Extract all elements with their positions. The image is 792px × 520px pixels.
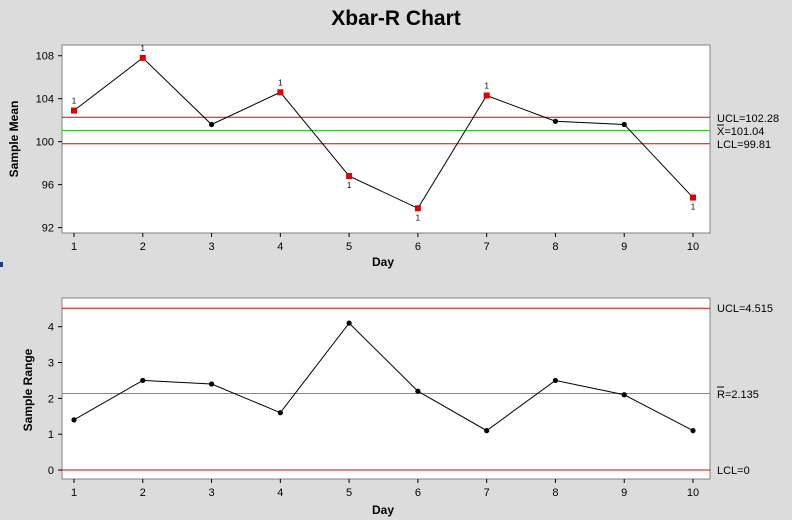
out-of-control-flag: 1 [141, 44, 146, 53]
x-tick-label: 8 [552, 487, 558, 499]
x-tick-label: 4 [277, 487, 283, 499]
data-point [621, 121, 627, 128]
x-tick-label: 1 [71, 241, 77, 253]
x-tick-label: 5 [346, 241, 352, 253]
xbar-center-label: X=101.04 [717, 126, 764, 138]
xbar-lcl-label: LCL=99.81 [717, 139, 771, 151]
data-point [208, 121, 215, 128]
data-point [140, 377, 146, 384]
out-of-control-flag: 1 [278, 78, 283, 87]
x-tick-label: 6 [415, 487, 421, 499]
x-tick-label: 3 [208, 487, 214, 499]
flagged-data-point [414, 205, 421, 212]
out-of-control-flag: 1 [347, 181, 352, 190]
flagged-data-point [139, 54, 146, 61]
y-tick-label: 96 [42, 180, 54, 192]
xbar-plot-area [61, 44, 711, 234]
flagged-data-point [277, 89, 284, 96]
range-plot-area [61, 297, 711, 480]
x-tick-label: 9 [621, 487, 627, 499]
xbar-series-line [73, 57, 694, 209]
xbar-x-axis-label: Day [372, 255, 394, 269]
flagged-data-point [483, 92, 490, 99]
x-tick-label: 6 [415, 241, 421, 253]
data-point [552, 377, 559, 384]
data-point [208, 381, 215, 387]
out-of-control-flag: 1 [416, 213, 421, 222]
x-tick-label: 2 [140, 241, 146, 253]
y-tick-label: 108 [36, 51, 54, 63]
y-tick-label: 92 [42, 223, 54, 235]
range-x-axis-label: Day [372, 503, 394, 517]
data-point [346, 320, 352, 326]
xbar-ucl-label: UCL=102.28 [717, 113, 779, 125]
x-tick-label: 2 [140, 487, 146, 499]
out-of-control-flag: 1 [691, 203, 696, 212]
data-point [552, 118, 559, 124]
flagged-data-point [346, 173, 353, 180]
x-tick-label: 10 [687, 487, 699, 499]
range-lcl-label: LCL=0 [717, 465, 750, 477]
y-tick-label: 1 [48, 429, 54, 441]
y-tick-label: 104 [36, 94, 54, 106]
x-tick-label: 10 [687, 241, 699, 253]
x-tick-label: 1 [71, 487, 77, 499]
range-center-label: R=2.135 [717, 389, 759, 401]
xbar-panel: 1 1 1 1 1 1 1 92 96 100 104 108 1 2 3 4 5 6 7 8 9 10 Day Sa… [7, 44, 779, 269]
x-tick-label: 9 [621, 241, 627, 253]
y-tick-label: 100 [36, 137, 54, 149]
x-tick-label: 7 [484, 241, 490, 253]
range-series-line [73, 322, 694, 432]
data-point [415, 388, 421, 394]
left-edge-marker [0, 262, 3, 267]
xbar-y-axis-label: Sample Mean [7, 101, 21, 178]
data-point [690, 428, 696, 434]
flagged-data-point [71, 107, 77, 114]
x-tick-label: 8 [552, 241, 558, 253]
x-tick-label: 4 [277, 241, 283, 253]
range-panel: 0 1 2 3 4 1 2 3 4 5 6 7 8 9 10 Day Sample Range UCL=4… [21, 297, 773, 517]
y-tick-label: 2 [48, 393, 54, 405]
range-y-axis-label: Sample Range [21, 348, 35, 431]
x-tick-label: 7 [484, 487, 490, 499]
data-point [277, 410, 283, 416]
flagged-data-point [690, 194, 696, 201]
chart-title: Xbar-R Chart [331, 7, 461, 30]
data-point [621, 392, 627, 398]
y-tick-label: 0 [48, 465, 54, 477]
y-tick-label: 3 [48, 358, 54, 370]
y-tick-label: 4 [48, 322, 54, 334]
x-tick-label: 5 [346, 487, 352, 499]
out-of-control-flag: 1 [72, 97, 77, 106]
data-point [484, 428, 490, 434]
range-ucl-label: UCL=4.515 [717, 303, 773, 315]
data-point [71, 417, 77, 423]
x-tick-label: 3 [208, 241, 214, 253]
out-of-control-flag: 1 [484, 81, 489, 90]
